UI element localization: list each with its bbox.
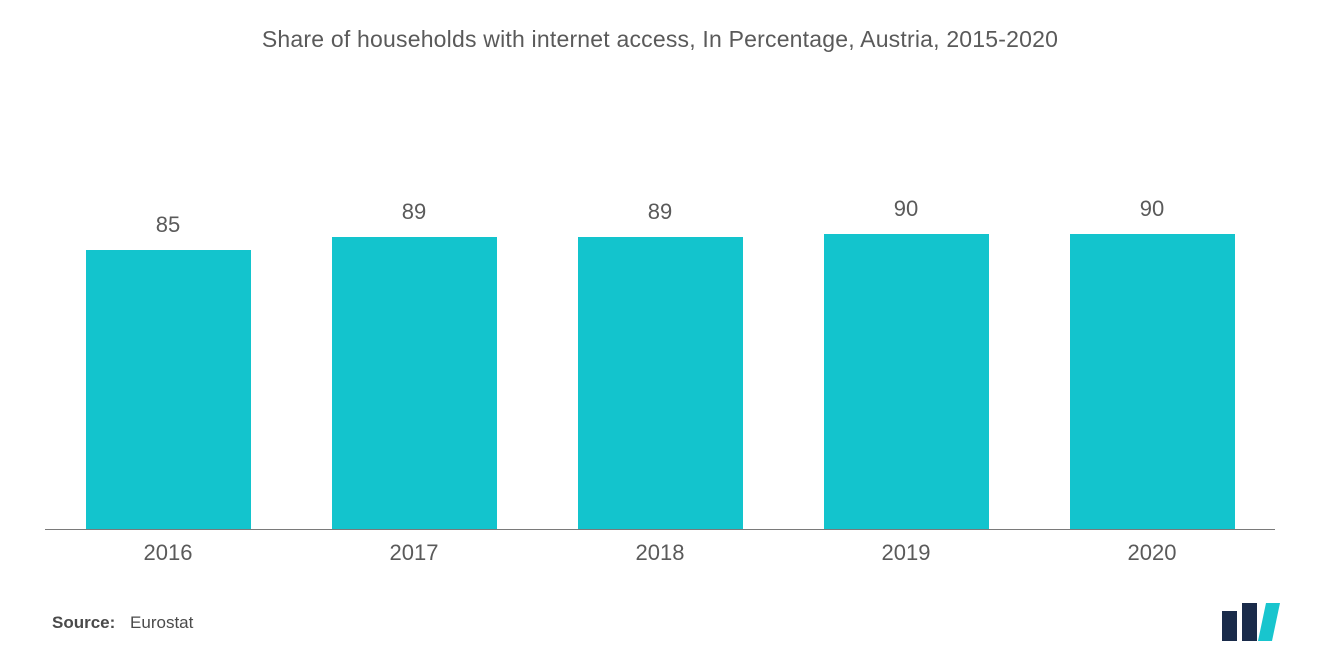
chart-title: Share of households with internet access… <box>0 0 1320 53</box>
x-axis-label: 2018 <box>537 540 783 566</box>
logo-slash <box>1258 603 1280 641</box>
bar-rect <box>332 237 497 529</box>
source-value: Eurostat <box>130 613 193 632</box>
x-axis-label: 2017 <box>291 540 537 566</box>
x-axis-labels: 2016 2017 2018 2019 2020 <box>45 540 1275 566</box>
x-axis-label: 2019 <box>783 540 1029 566</box>
bar-value-label: 89 <box>402 199 426 225</box>
brand-logo-icon <box>1220 603 1280 641</box>
logo-bar-2 <box>1242 603 1257 641</box>
bar-value-label: 90 <box>894 196 918 222</box>
bar-value-label: 90 <box>1140 196 1164 222</box>
bars-row: 85 89 89 90 90 <box>45 120 1275 529</box>
bar-rect <box>578 237 743 529</box>
chart-container: Share of households with internet access… <box>0 0 1320 665</box>
source-label: Source: <box>52 613 115 632</box>
logo-bar-1 <box>1222 611 1237 641</box>
bar-value-label: 89 <box>648 199 672 225</box>
bar-rect <box>86 250 251 529</box>
bar-slot: 89 <box>537 120 783 529</box>
source-attribution: Source: Eurostat <box>52 613 193 633</box>
bar-slot: 85 <box>45 120 291 529</box>
x-axis-label: 2016 <box>45 540 291 566</box>
bar-slot: 89 <box>291 120 537 529</box>
bar-rect <box>824 234 989 529</box>
bar-rect <box>1070 234 1235 529</box>
bar-value-label: 85 <box>156 212 180 238</box>
bar-slot: 90 <box>1029 120 1275 529</box>
bar-slot: 90 <box>783 120 1029 529</box>
x-axis-label: 2020 <box>1029 540 1275 566</box>
plot-area: 85 89 89 90 90 <box>45 120 1275 530</box>
